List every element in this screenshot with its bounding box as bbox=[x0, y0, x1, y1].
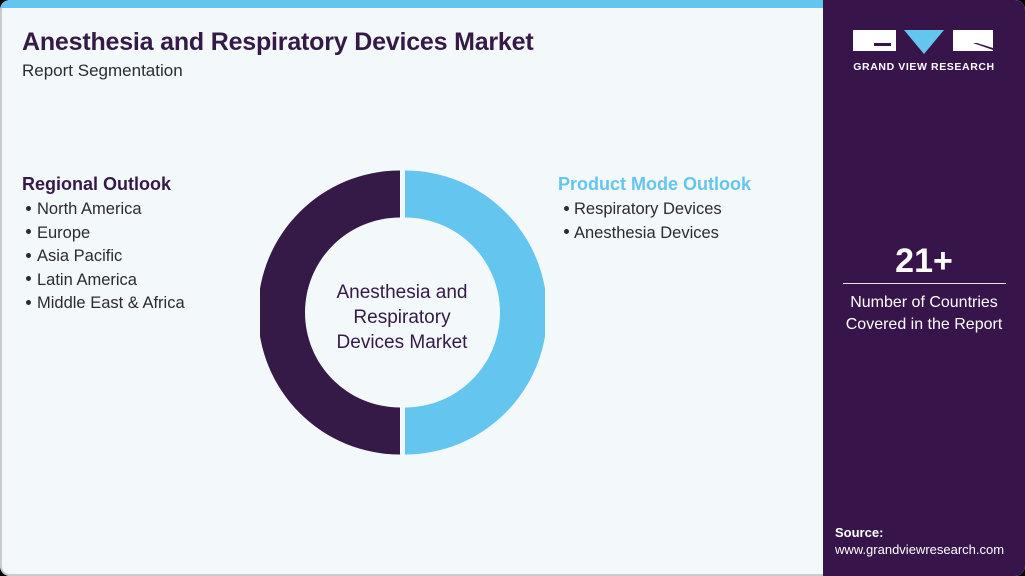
page-subtitle: Report Segmentation bbox=[22, 61, 183, 80]
list-item: Europe bbox=[22, 222, 185, 246]
bullet-icon bbox=[26, 229, 31, 235]
list-item: Respiratory Devices bbox=[558, 198, 751, 222]
donut-segment-left bbox=[260, 170, 400, 455]
bullet-icon bbox=[26, 276, 31, 282]
donut-chart bbox=[260, 170, 545, 455]
product-mode-outlook-list: Respiratory Devices Anesthesia Devices bbox=[558, 198, 751, 245]
brand-side-panel: GRAND VIEW RESEARCH 21+ Number of Countr… bbox=[823, 0, 1025, 576]
bullet-icon bbox=[564, 229, 569, 235]
product-mode-outlook-title: Product Mode Outlook bbox=[558, 174, 751, 194]
donut-segment-right bbox=[405, 170, 545, 455]
source-label: Source: bbox=[835, 525, 884, 540]
regional-outlook-segment: Regional Outlook North America Europe As… bbox=[22, 174, 185, 316]
bullet-icon bbox=[26, 252, 31, 258]
logo-text: GRAND VIEW RESEARCH bbox=[853, 61, 995, 73]
divider bbox=[843, 283, 1006, 284]
regional-outlook-title: Regional Outlook bbox=[22, 174, 172, 194]
regional-outlook-list: North America Europe Asia Pacific Latin … bbox=[22, 198, 185, 316]
list-item: Asia Pacific bbox=[22, 245, 185, 269]
list-item: Latin America bbox=[22, 269, 185, 293]
list-item: Middle East & Africa bbox=[22, 292, 185, 316]
bullet-icon bbox=[564, 205, 569, 211]
top-accent-bar bbox=[0, 0, 823, 8]
source-link[interactable]: www.grandviewresearch.com bbox=[835, 542, 1005, 557]
list-item: North America bbox=[22, 198, 185, 222]
bullet-icon bbox=[26, 299, 31, 305]
product-mode-outlook-segment: Product Mode Outlook Respiratory Devices… bbox=[558, 174, 751, 245]
page-title: Anesthesia and Respiratory Devices Marke… bbox=[22, 28, 534, 56]
donut-center-label: Anesthesia and Respiratory Devices Marke… bbox=[336, 282, 468, 353]
grand-view-research-logo-icon bbox=[853, 30, 993, 54]
list-item: Anesthesia Devices bbox=[558, 222, 751, 246]
countries-label: Number of Countries Covered in the Repor… bbox=[845, 294, 1003, 333]
bullet-icon bbox=[26, 205, 31, 211]
countries-count: 21+ bbox=[895, 242, 953, 280]
